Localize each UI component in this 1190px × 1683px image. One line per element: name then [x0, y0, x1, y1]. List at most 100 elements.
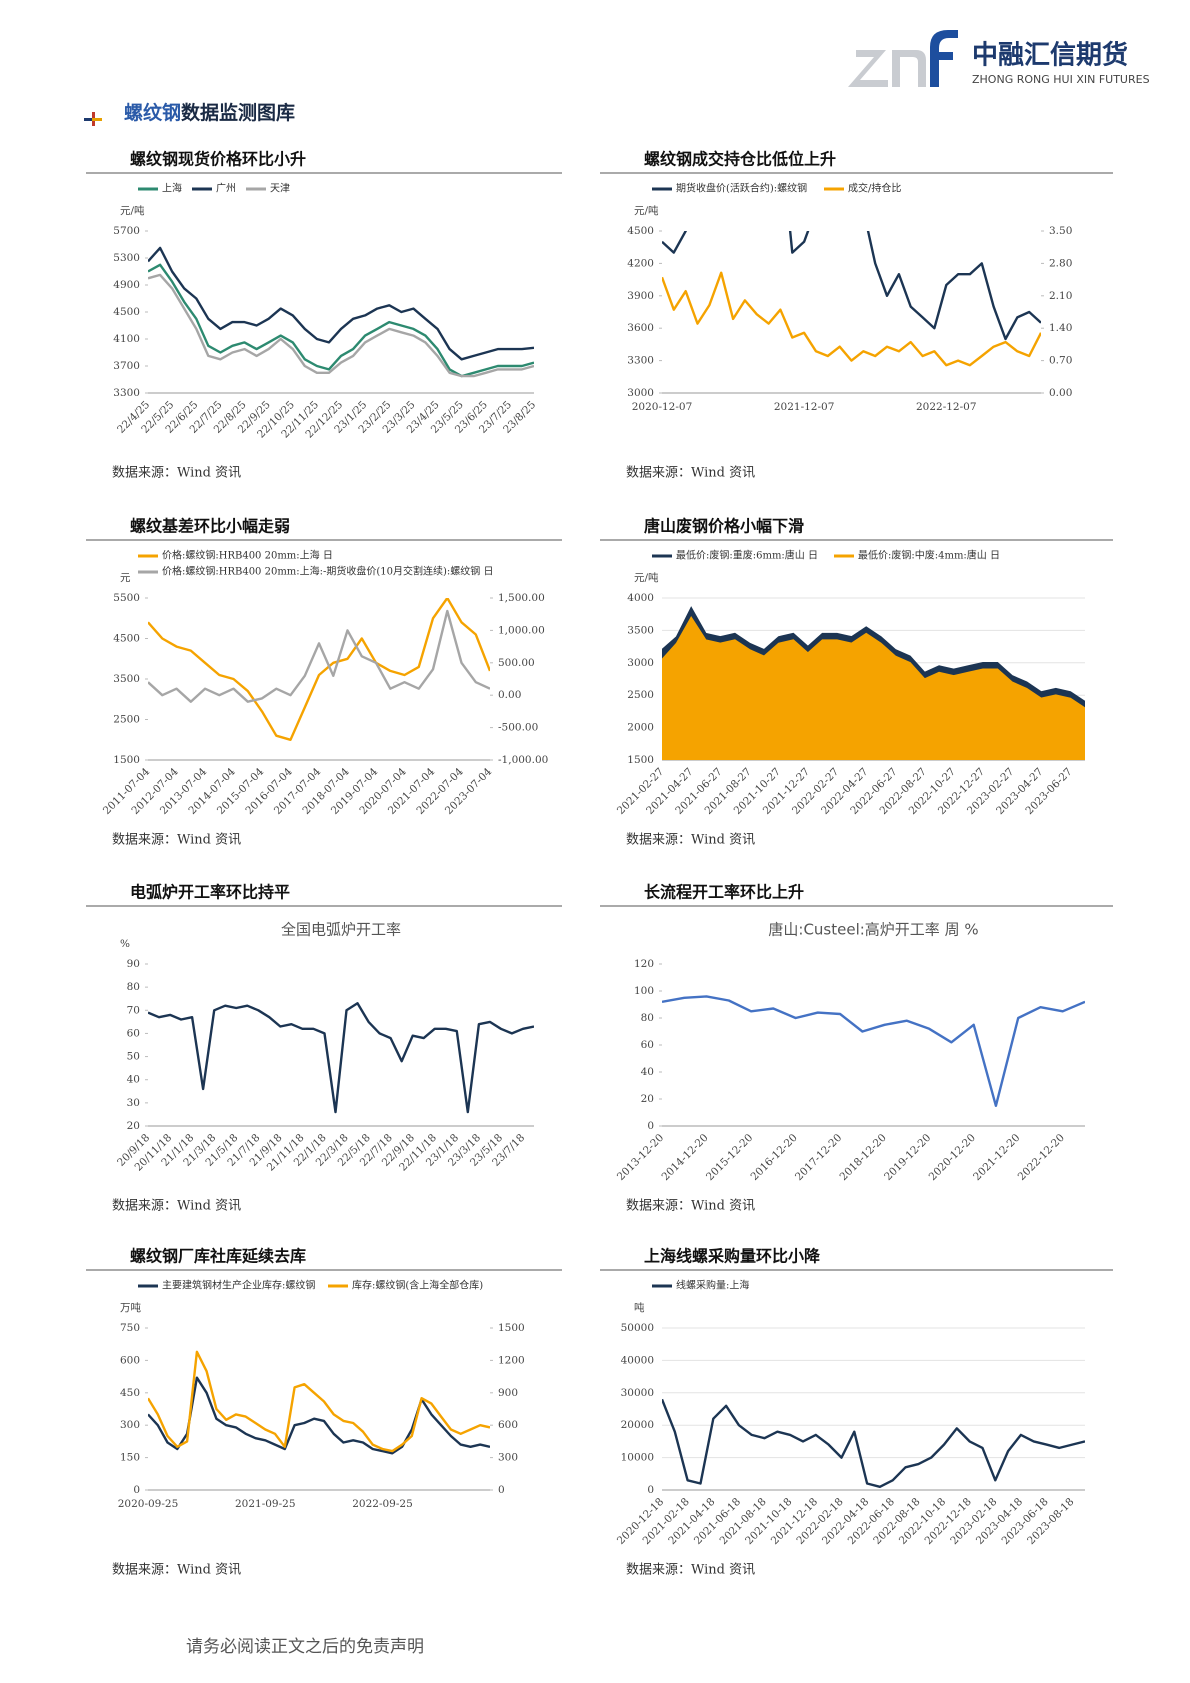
chart-title: 长流程开工率环比上升 — [644, 883, 804, 902]
y2-tick-label: 0.00 — [1049, 387, 1072, 399]
series-line — [148, 263, 534, 378]
y-tick-label: 50000 — [621, 1322, 654, 1334]
y2-tick-label: 500.00 — [498, 657, 535, 669]
y-tick-label: 3300 — [113, 387, 140, 399]
legend-label: 成交/持仓比 — [848, 182, 901, 195]
y-tick-label: 300 — [120, 1419, 140, 1431]
x-tick-label: 2022-12-07 — [916, 401, 977, 413]
data-source: 数据来源：Wind 资讯 — [112, 833, 241, 848]
y-tick-label: 450 — [120, 1387, 140, 1399]
chart-title: 唐山废钢价格小幅下滑 — [644, 517, 804, 536]
y2-tick-label: 300 — [498, 1452, 518, 1464]
y-tick-label: 3600 — [627, 322, 654, 334]
series-line — [148, 609, 490, 703]
y-tick-label: 20 — [641, 1093, 654, 1105]
y-tick-label: 4500 — [113, 633, 140, 645]
y-tick-label: 90 — [127, 958, 140, 970]
section-title-highlight: 螺纹钢 — [124, 101, 181, 124]
chart-subtitle: 唐山:Custeel:高炉开工率 周 % — [768, 921, 978, 939]
y-unit: 元/吨 — [120, 204, 145, 217]
y-tick-label: 2500 — [113, 714, 140, 726]
chart-subtitle: 全国电弧炉开工率 — [281, 921, 401, 939]
chart-title: 螺纹钢成交持仓比低位上升 — [644, 150, 836, 169]
y2-tick-label: 0.70 — [1049, 355, 1072, 367]
y-tick-label: 4500 — [113, 306, 140, 318]
legend-label: 最低价:废钢:中废:4mm:唐山 日 — [858, 549, 1000, 562]
y-unit: % — [120, 938, 130, 950]
y-tick-label: 5500 — [113, 592, 140, 604]
data-source: 数据来源：Wind 资讯 — [112, 1199, 241, 1214]
y-unit: 元 — [120, 572, 131, 584]
series-line — [148, 1376, 490, 1455]
y2-tick-label: 1500 — [498, 1322, 525, 1334]
y-unit: 元/吨 — [634, 571, 659, 584]
y-tick-label: 30000 — [621, 1387, 654, 1399]
y-tick-label: 750 — [120, 1322, 140, 1334]
y-tick-label: 3500 — [627, 624, 654, 636]
y-unit: 吨 — [634, 1301, 645, 1314]
series-line — [662, 995, 1085, 1107]
y-tick-label: 5300 — [113, 252, 140, 264]
y-tick-label: 2000 — [627, 722, 654, 734]
y2-tick-label: 0.00 — [498, 689, 521, 701]
series-line — [662, 271, 1041, 367]
y-tick-label: 40 — [127, 1074, 140, 1086]
chart-title: 螺纹钢现货价格环比小升 — [130, 150, 306, 169]
company-name: 中融汇信期货 — [972, 40, 1128, 71]
series-line — [148, 1350, 490, 1453]
legend-label: 主要建筑钢材生产企业库存:螺纹钢 — [162, 1279, 315, 1292]
y-tick-label: 0 — [133, 1484, 140, 1496]
y-unit: 万吨 — [120, 1301, 141, 1314]
y2-tick-label: 1.40 — [1049, 322, 1072, 334]
legend-label: 最低价:废钢:重废:6mm:唐山 日 — [676, 549, 818, 562]
y-tick-label: 50 — [127, 1051, 140, 1063]
y-tick-label: 10000 — [621, 1452, 654, 1464]
y-tick-label: 4000 — [627, 592, 654, 604]
chart-title: 螺纹基差环比小幅走弱 — [130, 517, 290, 536]
chart-title: 电弧炉开工率环比持平 — [130, 883, 290, 902]
x-tick-label: 2020-12-07 — [632, 401, 693, 413]
series-area — [662, 615, 1085, 760]
series-line — [148, 1002, 534, 1114]
y-tick-label: 1500 — [113, 754, 140, 766]
y2-tick-label: 0 — [498, 1484, 505, 1496]
y-tick-label: 600 — [120, 1354, 140, 1366]
x-tick-label: 2020-09-25 — [118, 1498, 179, 1510]
y2-tick-label: -1,000.00 — [498, 754, 548, 766]
y-unit: 元/吨 — [634, 204, 659, 217]
y-tick-label: 40000 — [621, 1354, 654, 1366]
y-tick-label: 20 — [127, 1120, 140, 1132]
y-tick-label: 0 — [647, 1120, 654, 1132]
y-tick-label: 60 — [641, 1039, 654, 1051]
legend-label: 库存:螺纹钢(含上海全部仓库) — [352, 1279, 483, 1292]
logo-mark — [848, 30, 958, 87]
footer-disclaimer: 请务必阅读正文之后的免责声明 — [186, 1637, 424, 1657]
y-tick-label: 3000 — [627, 387, 654, 399]
legend-label: 广州 — [216, 183, 236, 195]
series-line — [148, 273, 534, 378]
y-tick-label: 80 — [641, 1012, 654, 1024]
section-icon — [84, 112, 102, 126]
series-line — [662, 1398, 1085, 1488]
y2-tick-label: 2.10 — [1049, 290, 1072, 302]
y2-tick-label: -500.00 — [498, 722, 538, 734]
data-source: 数据来源：Wind 资讯 — [112, 1563, 241, 1578]
y-tick-label: 4900 — [113, 279, 140, 291]
y-tick-label: 100 — [634, 985, 654, 997]
y2-tick-label: 1200 — [498, 1354, 525, 1366]
y-tick-label: 40 — [641, 1066, 654, 1078]
y-tick-label: 3500 — [113, 673, 140, 685]
x-tick-label: 2022-09-25 — [352, 1498, 413, 1510]
y2-tick-label: 3.50 — [1049, 225, 1072, 237]
y-tick-label: 3300 — [627, 355, 654, 367]
y-tick-label: 80 — [127, 981, 140, 993]
y2-tick-label: 2.80 — [1049, 257, 1072, 269]
y2-tick-label: 1,500.00 — [498, 592, 545, 604]
y-tick-label: 4500 — [627, 225, 654, 237]
data-source: 数据来源：Wind 资讯 — [626, 466, 755, 481]
y-tick-label: 60 — [127, 1027, 140, 1039]
